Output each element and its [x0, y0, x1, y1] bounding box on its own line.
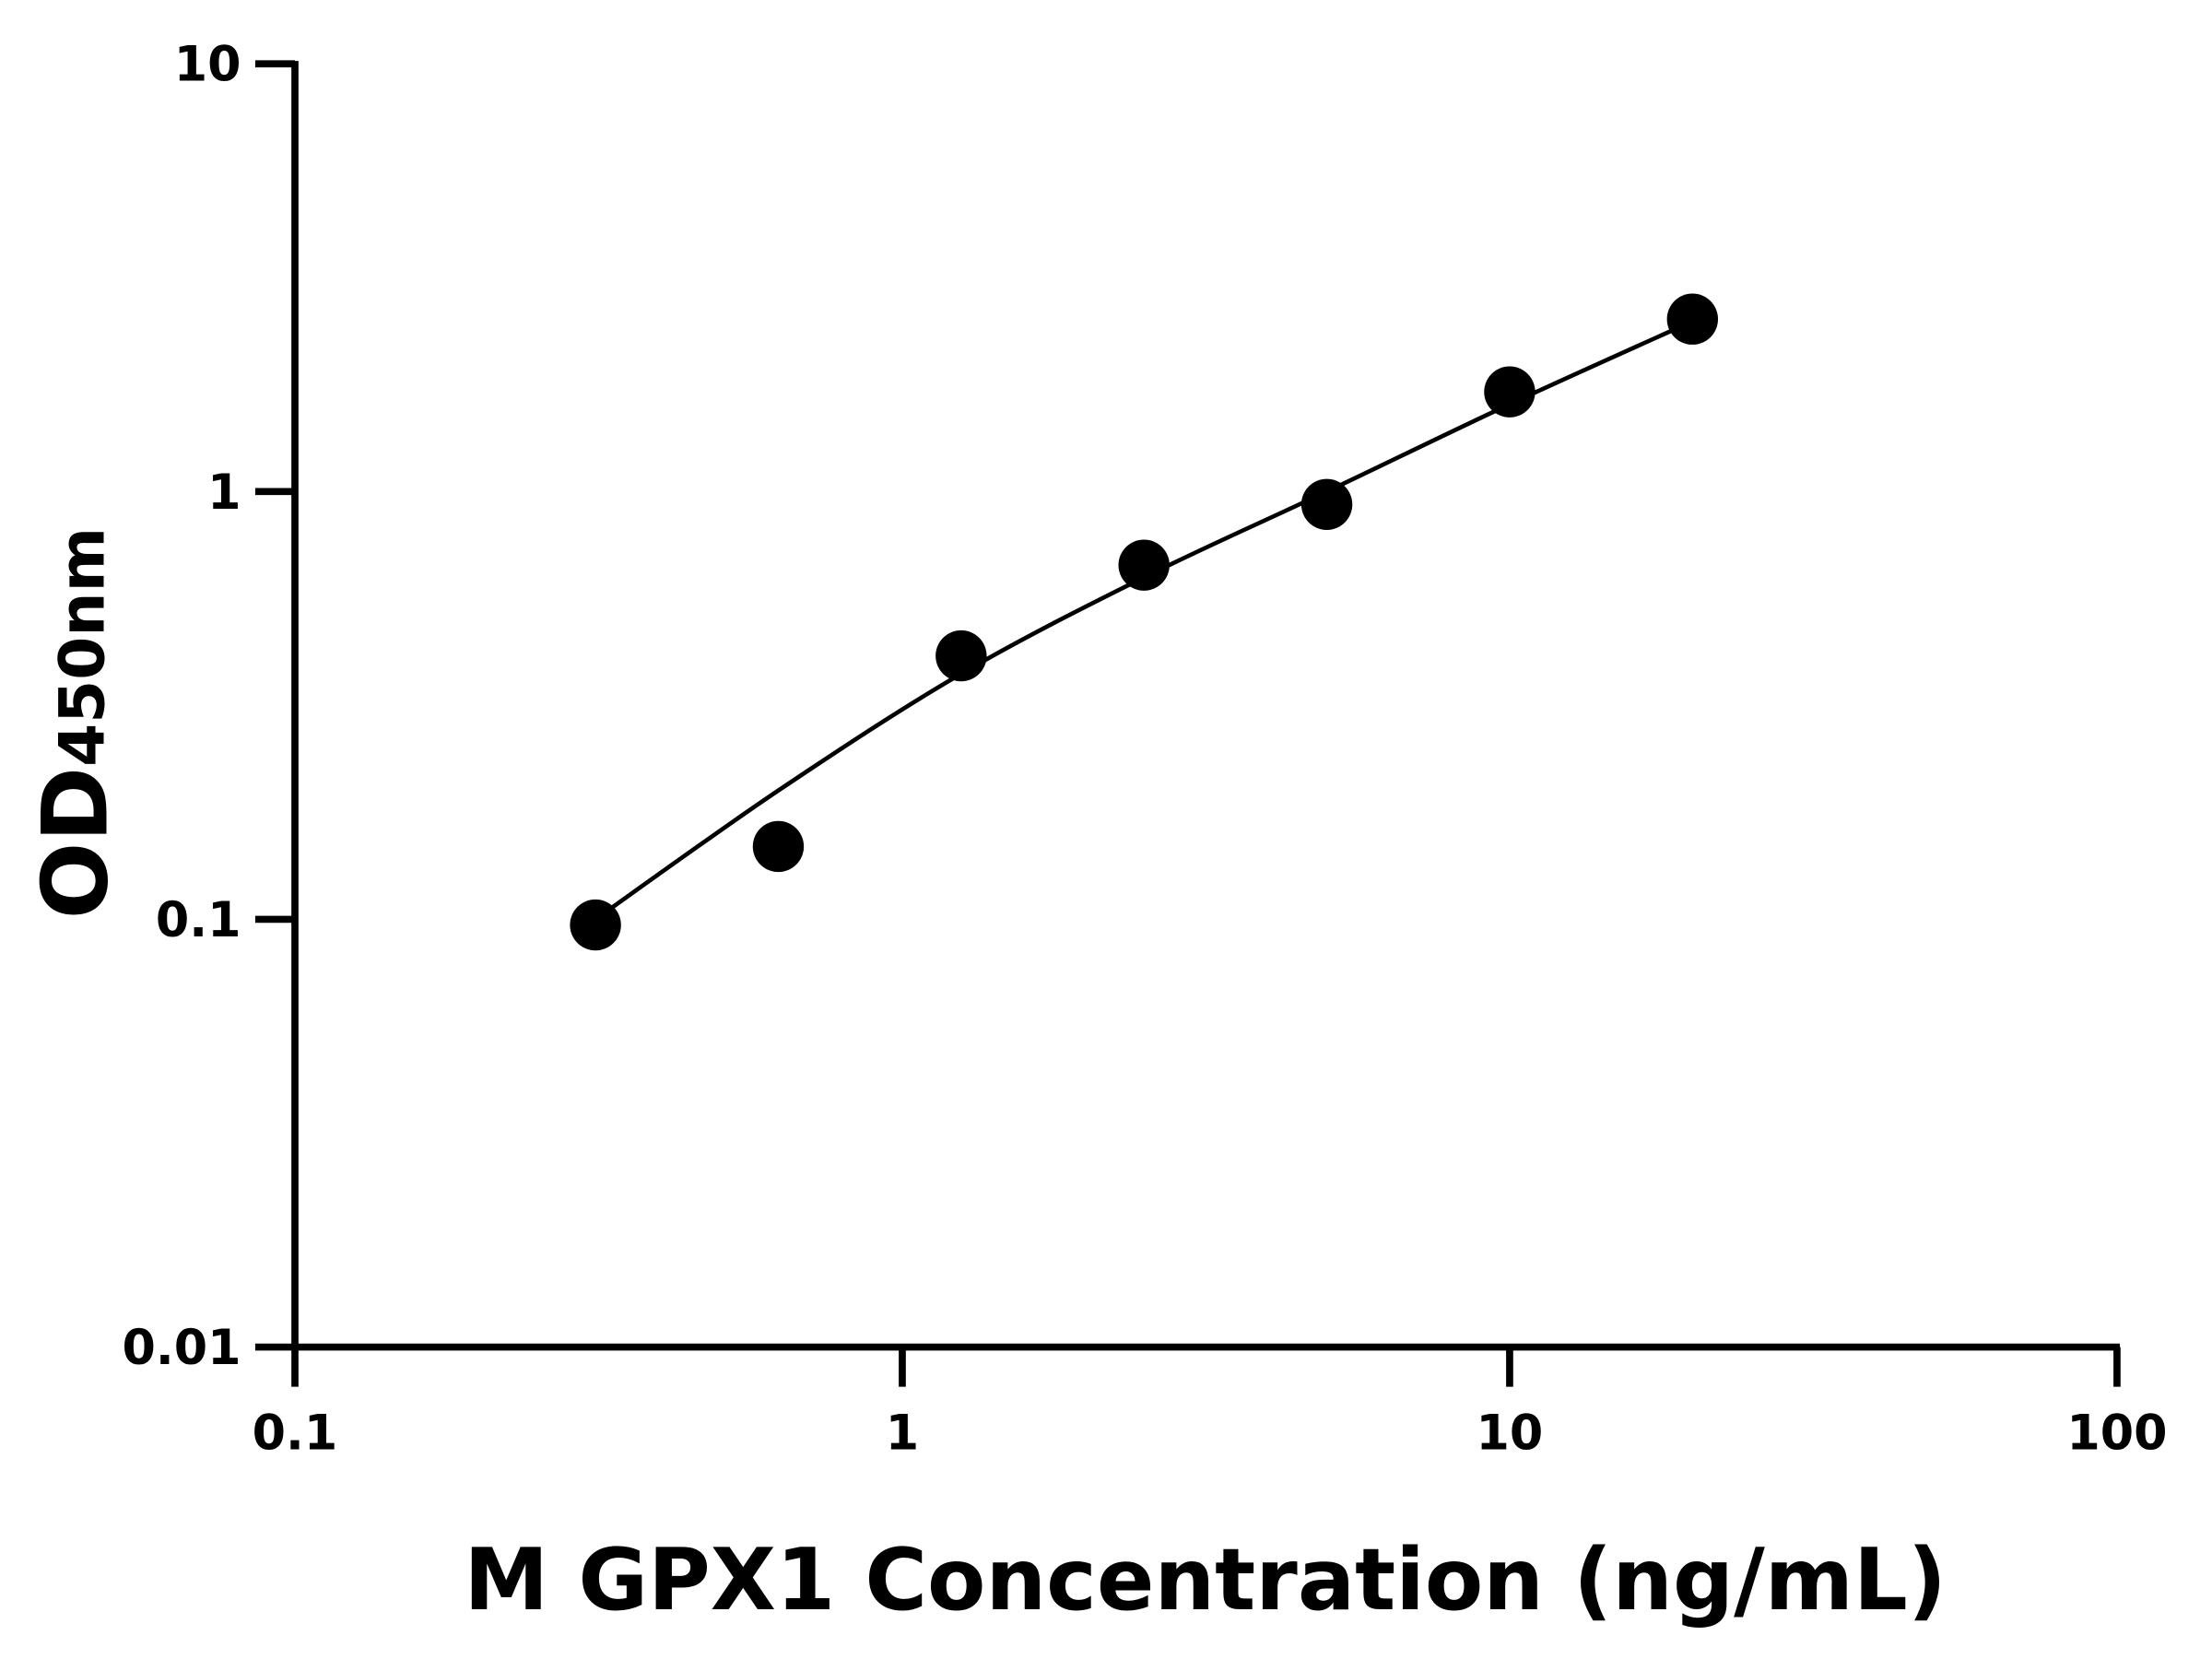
data-point [935, 629, 987, 682]
x-tick-label: 1 [886, 1405, 919, 1461]
y-tick-label: 0.1 [156, 892, 241, 948]
axes [291, 61, 2120, 1351]
x-tick-label: 100 [2066, 1405, 2167, 1461]
x-tick-label: 0.1 [253, 1405, 338, 1461]
data-point [1300, 478, 1353, 531]
y-tick-label: 0.01 [122, 1320, 241, 1376]
data-point [570, 899, 621, 951]
x-tick-label: 10 [1477, 1405, 1544, 1461]
y-axis-title-subscript: 450nm [45, 527, 118, 767]
y-tick-label: 10 [174, 37, 241, 93]
data-point [1484, 366, 1535, 418]
y-axis-title: OD450nm [23, 527, 128, 919]
x-axis-title: M GPX1 Concentration (ng/mL) [464, 1530, 1947, 1630]
data-point [1666, 293, 1719, 345]
data-point [752, 820, 805, 873]
y-axis-title-main: OD [23, 767, 128, 919]
data-point [1118, 539, 1170, 591]
y-tick-label: 1 [207, 465, 241, 521]
